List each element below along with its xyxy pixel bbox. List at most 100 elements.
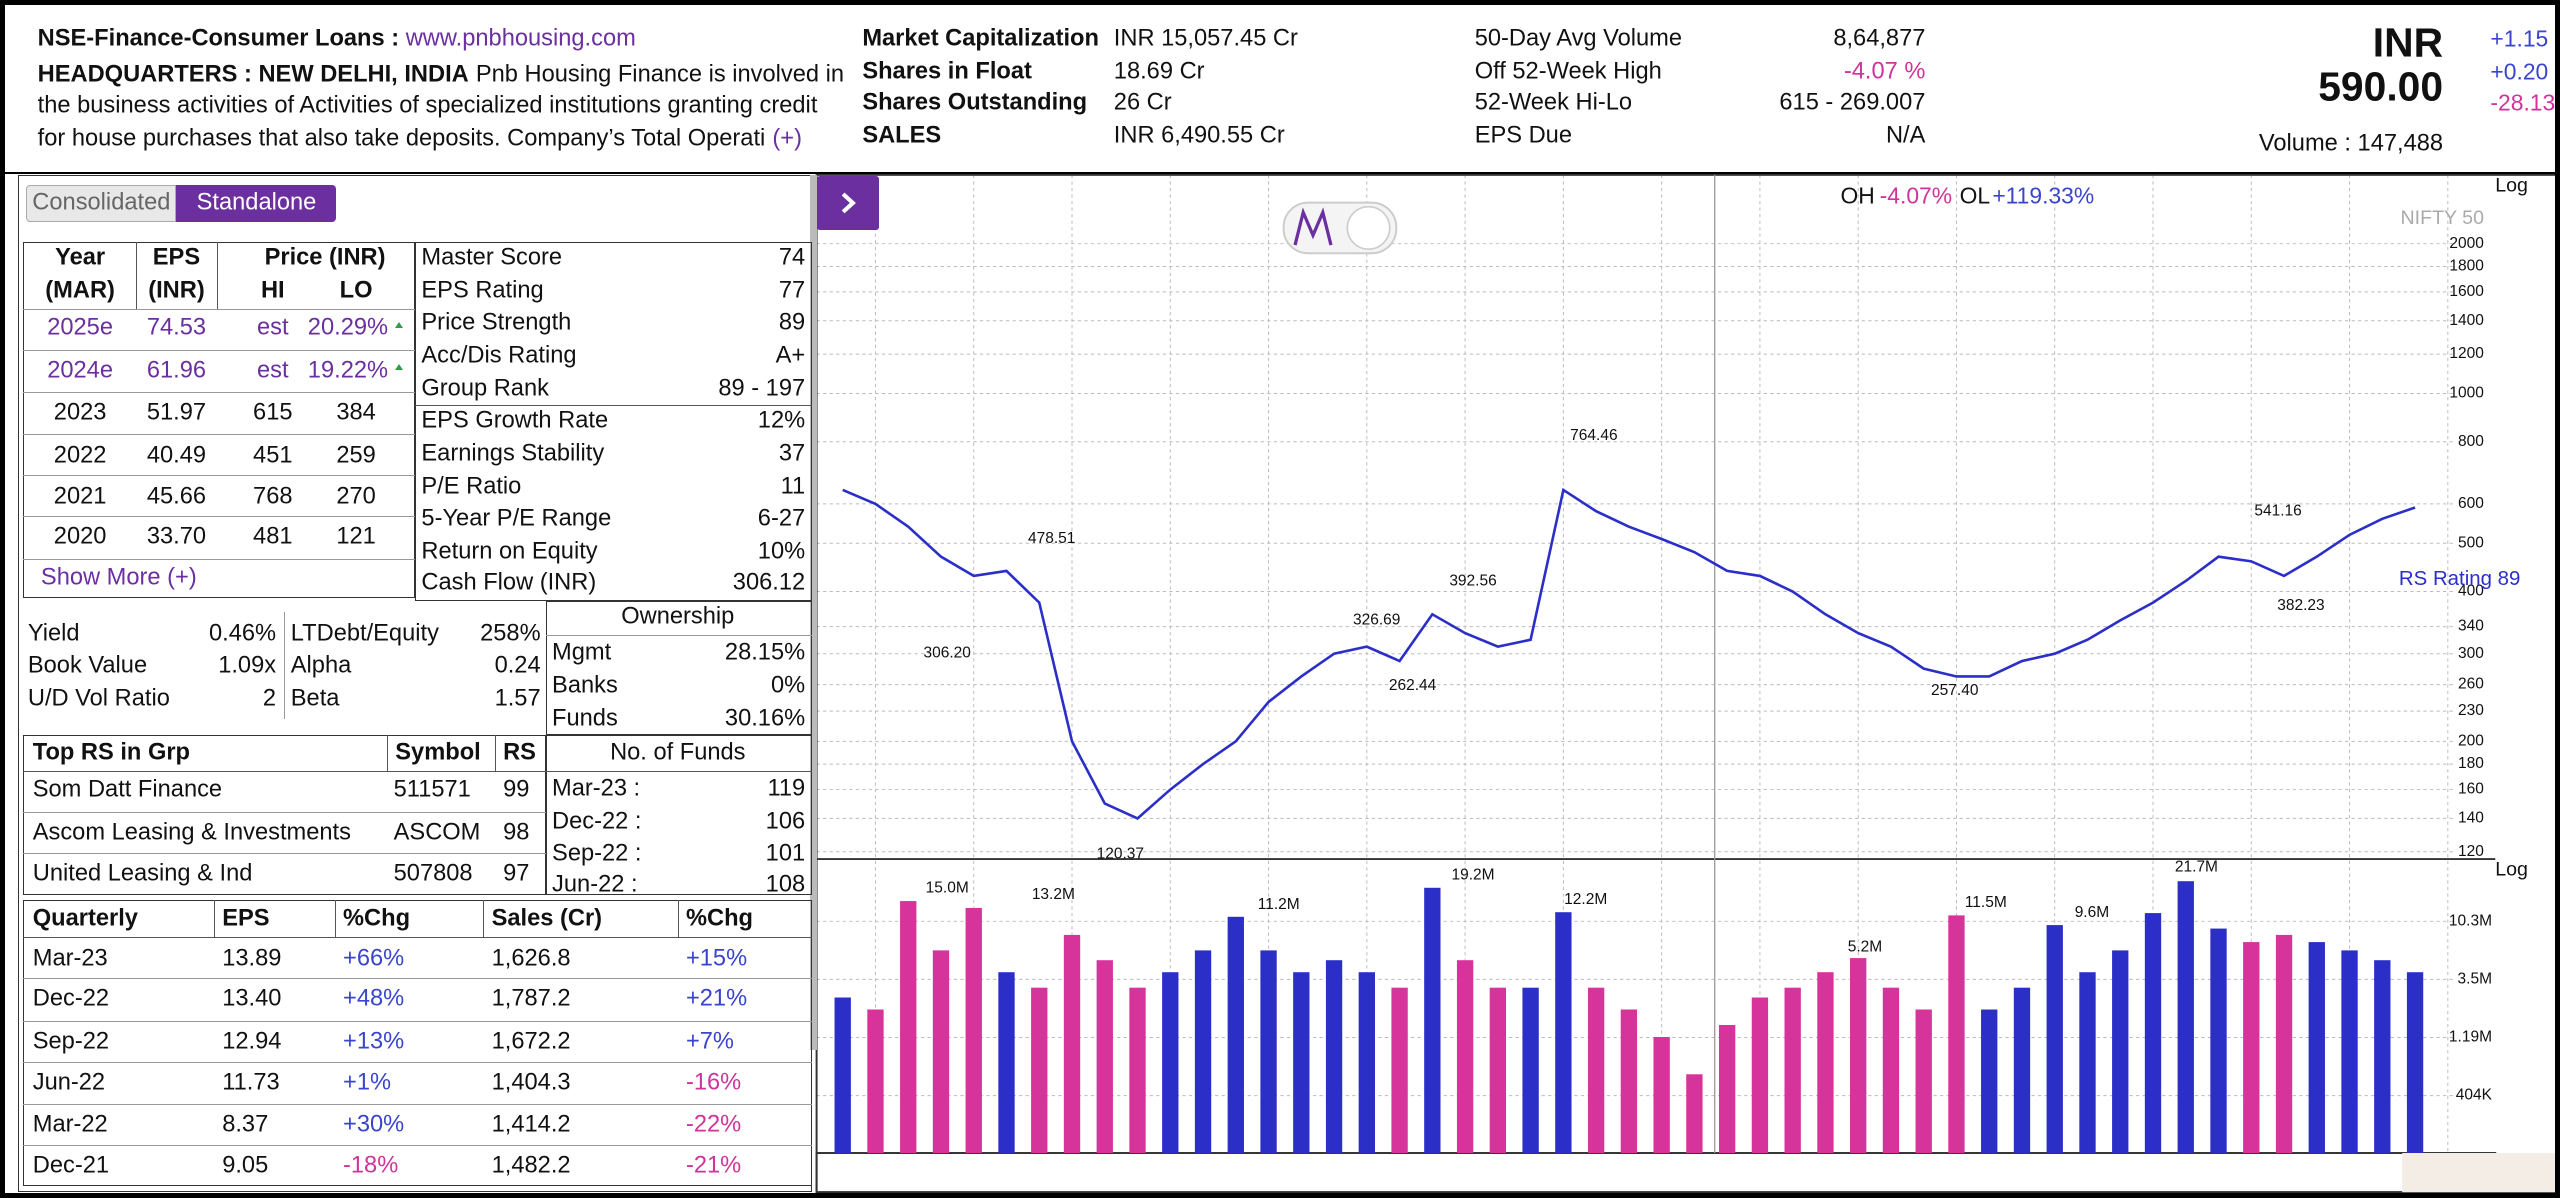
metric-label: Beta bbox=[290, 685, 340, 712]
cell: 13.89 bbox=[222, 945, 282, 972]
volume-annotation: 15.0M bbox=[926, 880, 969, 897]
owner-label: Mgmt bbox=[552, 639, 612, 666]
volume-bar bbox=[1948, 915, 1965, 1154]
rating-label: Cash Flow (INR) bbox=[421, 569, 597, 596]
y-tick-label: 3.5M bbox=[2458, 970, 2492, 987]
y-tick-label: 200 bbox=[2458, 732, 2484, 749]
quote-currency: INR bbox=[2372, 19, 2444, 66]
cell: 1,672.2 bbox=[491, 1028, 571, 1055]
price-annotation: 306.20 bbox=[924, 644, 972, 661]
cell: 12.94 bbox=[222, 1028, 282, 1055]
cell: 45.66 bbox=[146, 483, 207, 510]
cell: +66% bbox=[343, 945, 405, 972]
text[interactable]: (+) bbox=[772, 125, 802, 152]
text: for house purchases that also take depos… bbox=[37, 125, 766, 152]
y-tick-label: 400 bbox=[2458, 583, 2484, 600]
column-header: RS bbox=[503, 739, 536, 766]
volume-bar bbox=[1162, 972, 1179, 1154]
rating-label: 5-Year P/E Range bbox=[421, 505, 612, 532]
y-tick-label: 1600 bbox=[2449, 283, 2484, 300]
cell: 451 bbox=[253, 442, 293, 469]
expand-button[interactable] bbox=[816, 176, 879, 231]
cell: 768 bbox=[253, 483, 293, 510]
stat-value: 8,64,877 bbox=[1833, 25, 1926, 52]
y-tick-label: 140 bbox=[2458, 810, 2484, 827]
chevron-icon bbox=[841, 192, 856, 214]
volume-bar bbox=[1653, 1036, 1670, 1154]
volume-bar bbox=[932, 950, 950, 1154]
volume-bar bbox=[867, 1009, 884, 1154]
rating-value: 89 bbox=[778, 309, 806, 336]
column-header: EPS bbox=[152, 244, 201, 271]
volume-bar bbox=[1325, 960, 1343, 1154]
fund-label: Jun-22 : bbox=[552, 871, 638, 898]
rs-label: RS Rating 89 bbox=[2399, 568, 2520, 590]
overlay-label: -4.07% bbox=[1880, 183, 1952, 209]
cell: Jun-22 bbox=[32, 1069, 106, 1096]
volume-bar bbox=[1358, 972, 1375, 1154]
stat-label: Shares in Float bbox=[862, 58, 1032, 85]
divider bbox=[414, 405, 812, 407]
table-border bbox=[545, 601, 812, 735]
cell: -16% bbox=[685, 1069, 742, 1096]
column-header: (INR) bbox=[148, 277, 205, 304]
header-line: for house purchases that also take depos… bbox=[38, 125, 802, 152]
y-tick-label: 1800 bbox=[2449, 258, 2484, 275]
y-tick-label: 230 bbox=[2458, 702, 2484, 719]
cell: 9.05 bbox=[222, 1152, 269, 1179]
divider bbox=[22, 516, 415, 518]
volume-annotation: 12.2M bbox=[1564, 891, 1607, 908]
price-annotation: 120.37 bbox=[1097, 845, 1144, 862]
table-border bbox=[22, 734, 546, 895]
axis-label: Log bbox=[2495, 859, 2528, 881]
cell: 1,404.3 bbox=[491, 1069, 571, 1096]
divider bbox=[217, 241, 219, 309]
volume-bar bbox=[2112, 950, 2129, 1154]
cell: 33.70 bbox=[146, 523, 207, 550]
cell: 74.53 bbox=[146, 314, 207, 341]
column-header: Symbol bbox=[395, 739, 481, 766]
metric-label: Book Value bbox=[27, 652, 148, 679]
logo-icon bbox=[1293, 207, 1333, 246]
volume-bar bbox=[1587, 987, 1605, 1154]
price-line bbox=[842, 487, 2416, 820]
show-more[interactable]: Show More (+) bbox=[40, 564, 197, 591]
y-tick-label: 160 bbox=[2458, 781, 2484, 798]
cell: 19.22% bbox=[307, 357, 389, 384]
cell: 1,482.2 bbox=[491, 1152, 571, 1179]
volume-bar bbox=[2210, 928, 2227, 1154]
price-annotation: 326.69 bbox=[1353, 612, 1400, 629]
stat-value: N/A bbox=[1885, 122, 1926, 149]
tab-label[interactable]: Standalone bbox=[196, 189, 317, 216]
cell: est bbox=[257, 357, 289, 384]
rating-label: Earnings Stability bbox=[421, 440, 605, 467]
cell: 20.29% bbox=[307, 314, 389, 341]
divider bbox=[22, 434, 415, 436]
x-axis-band bbox=[815, 1152, 2497, 1193]
text: NSE-Finance-Consumer Loans : bbox=[37, 25, 406, 52]
divider bbox=[284, 612, 286, 719]
cell: 2023 bbox=[53, 399, 107, 426]
divider bbox=[22, 978, 812, 980]
quote-volume: Volume : 147,488 bbox=[2258, 130, 2444, 157]
column-header: Quarterly bbox=[32, 905, 138, 932]
column-header: LO bbox=[339, 277, 373, 304]
index-label: NIFTY 50 bbox=[2401, 207, 2485, 229]
divider bbox=[22, 770, 546, 772]
cell: 61.96 bbox=[146, 357, 207, 384]
volume-bar bbox=[2144, 913, 2162, 1154]
overlay-label: +119.33% bbox=[1992, 183, 2094, 209]
volume-bar bbox=[1489, 987, 1507, 1154]
volume-bar bbox=[2374, 960, 2391, 1154]
cell: 615 bbox=[253, 399, 293, 426]
metric-label: Yield bbox=[27, 620, 80, 647]
cell: -21% bbox=[685, 1152, 742, 1179]
volume-bar bbox=[900, 901, 917, 1154]
owner-label: Banks bbox=[552, 672, 618, 699]
up-arrow bbox=[395, 364, 404, 371]
tab-label[interactable]: Consolidated bbox=[32, 189, 171, 216]
column-header: HI bbox=[260, 277, 285, 304]
volume-bar bbox=[2079, 972, 2096, 1154]
